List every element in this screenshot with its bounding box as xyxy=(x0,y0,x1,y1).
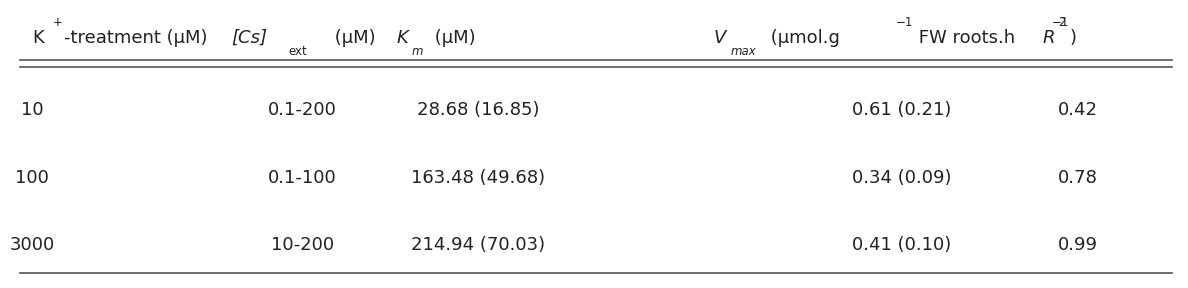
Text: 2: 2 xyxy=(1059,16,1066,29)
Text: V: V xyxy=(714,29,726,47)
Text: −1: −1 xyxy=(896,16,914,29)
Text: 163.48 (49.68): 163.48 (49.68) xyxy=(411,168,545,187)
Text: +: + xyxy=(53,16,63,29)
Text: (μmol.g: (μmol.g xyxy=(765,29,840,47)
Text: 0.1-100: 0.1-100 xyxy=(267,168,336,187)
Text: 0.34 (0.09): 0.34 (0.09) xyxy=(852,168,952,187)
Text: 214.94 (70.03): 214.94 (70.03) xyxy=(411,236,545,254)
Text: 0.42: 0.42 xyxy=(1059,101,1098,120)
Text: −1: −1 xyxy=(1053,16,1069,29)
Text: [Cs]: [Cs] xyxy=(232,29,267,47)
Text: m: m xyxy=(411,45,423,58)
Text: 0.99: 0.99 xyxy=(1059,236,1098,254)
Text: 28.68 (16.85): 28.68 (16.85) xyxy=(417,101,539,120)
Text: 0.61 (0.21): 0.61 (0.21) xyxy=(852,101,952,120)
Text: 0.41 (0.10): 0.41 (0.10) xyxy=(852,236,952,254)
Text: 10: 10 xyxy=(20,101,43,120)
Text: R: R xyxy=(1043,29,1055,47)
Text: 3000: 3000 xyxy=(10,236,55,254)
Text: (μM): (μM) xyxy=(429,29,476,47)
Text: 0.78: 0.78 xyxy=(1059,168,1098,187)
Text: ext: ext xyxy=(289,45,307,58)
Text: max: max xyxy=(731,45,756,58)
Text: 100: 100 xyxy=(15,168,49,187)
Text: K: K xyxy=(397,29,407,47)
Text: -treatment (μM): -treatment (μM) xyxy=(64,29,207,47)
Text: FW roots.h: FW roots.h xyxy=(914,29,1016,47)
Text: 10-200: 10-200 xyxy=(271,236,334,254)
Text: 0.1-200: 0.1-200 xyxy=(267,101,336,120)
Text: ): ) xyxy=(1070,29,1076,47)
Text: (μM): (μM) xyxy=(329,29,375,47)
Text: K: K xyxy=(32,29,44,47)
